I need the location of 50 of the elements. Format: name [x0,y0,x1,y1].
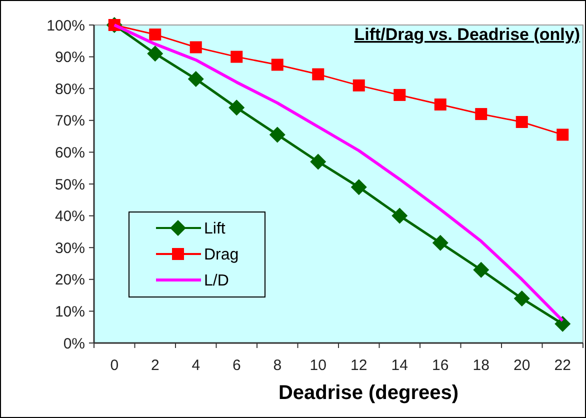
x-tick-label: 20 [514,357,530,374]
point [269,126,286,143]
point [350,179,367,196]
point [190,41,202,54]
legend-label: Drag [204,246,239,264]
point [312,68,324,80]
legend-label: L/D [204,272,229,290]
point [434,98,446,110]
y-tick-label: 80% [54,80,85,98]
point [475,108,488,120]
x-tick-label: 22 [554,357,571,374]
point [554,316,571,332]
point [473,262,490,278]
point [514,290,530,306]
x-axis-title: Deadrise (degrees) [278,382,459,404]
point [394,88,406,101]
point [147,46,164,62]
y-tick-label: 90% [54,49,85,66]
point [556,128,569,141]
legend-label: Lift [204,220,226,238]
point [228,100,245,116]
y-tick-label: 20% [54,272,85,289]
x-tick-label: 10 [310,357,326,374]
x-tick-label: 2 [150,357,160,374]
x-tick-label: 18 [472,357,490,374]
x-tick-label: 16 [432,357,449,374]
y-tick-label: 0% [63,335,85,352]
y-tick-label: 50% [54,176,85,194]
x-tick-label: 6 [232,357,241,374]
x-tick-label: 8 [273,357,282,374]
point [392,208,408,224]
y-tick-label: 70% [54,112,85,130]
point [432,234,448,251]
point [230,50,243,63]
x-tick-label: 4 [192,357,200,374]
y-tick-label: 10% [54,303,85,320]
y-tick-label: 30% [54,240,85,257]
y-tick-label: 60% [54,144,85,162]
point [149,28,162,41]
y-tick-label: 40% [54,208,85,226]
point [516,116,528,128]
point [310,154,326,170]
point [352,79,365,92]
x-tick-label: 14 [391,357,408,374]
point [188,71,204,88]
x-tick-label: 0 [110,357,119,374]
y-tick-label: 100% [46,17,85,34]
chart-title: Lift/Drag vs. Deadrise (only) [354,25,580,44]
point [271,58,284,71]
x-tick-label: 12 [350,357,368,374]
